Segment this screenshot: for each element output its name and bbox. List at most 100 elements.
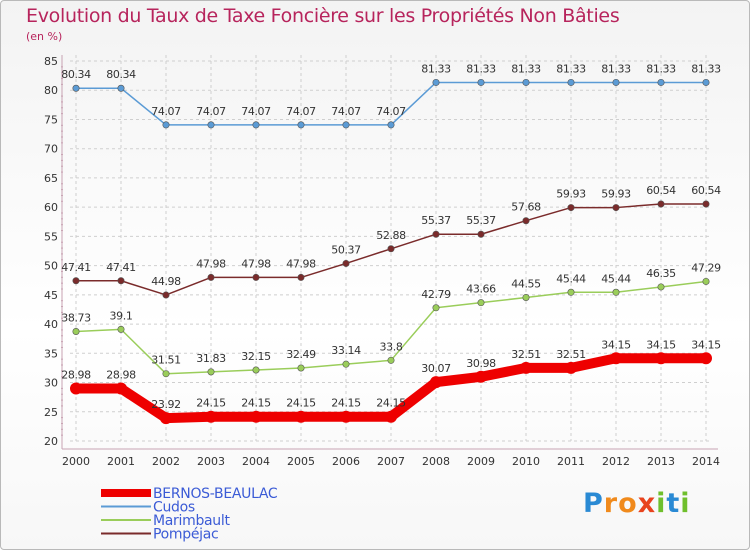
- data-point: [432, 304, 440, 312]
- axes: 20 25 30 35 40 45 50 55 60 65 70 75 80 85 2000 2001 2002…: [44, 55, 720, 468]
- data-point: [477, 299, 485, 307]
- data-label: 34.15: [691, 338, 721, 351]
- data-label: 74.07: [151, 105, 181, 118]
- data-label: 28.98: [106, 369, 136, 382]
- data-point: [655, 352, 667, 365]
- data-point: [207, 121, 215, 129]
- series-2: [72, 277, 710, 378]
- x-tick-label: 2002: [152, 455, 180, 468]
- y-tick-label: 30: [44, 377, 58, 390]
- data-label: 81.33: [691, 62, 721, 75]
- data-label: 34.15: [601, 338, 631, 351]
- data-point: [297, 364, 305, 372]
- data-point: [117, 325, 125, 333]
- data-point: [160, 412, 172, 425]
- data-label: 24.15: [286, 397, 316, 410]
- x-tick-label: 2008: [422, 455, 450, 468]
- data-point: [385, 410, 397, 423]
- data-label: 50.37: [331, 243, 361, 256]
- series: [70, 78, 712, 425]
- data-label: 80.34: [106, 68, 136, 81]
- data-label: 47.41: [61, 261, 91, 274]
- data-label: 81.33: [601, 62, 631, 75]
- legend-label: BERNOS-BEAULAC: [153, 486, 278, 502]
- x-tick-label: 2000: [62, 455, 90, 468]
- data-point: [702, 200, 710, 208]
- x-tick-label: 2012: [602, 455, 630, 468]
- data-label: 28.98: [61, 369, 91, 382]
- data-label: 59.93: [556, 188, 586, 201]
- y-tick-label: 40: [44, 318, 58, 331]
- data-label: 81.33: [646, 62, 676, 75]
- data-point: [657, 78, 665, 86]
- data-point: [252, 121, 260, 129]
- data-label: 33.8: [380, 340, 403, 353]
- data-labels: 28.98 28.98 23.92 24.15 24.15 24.15 24.15 24.15…: [61, 62, 721, 411]
- y-tick-label: 60: [44, 201, 58, 214]
- data-point: [432, 78, 440, 86]
- data-label: 47.98: [241, 257, 271, 270]
- x-tick-label: 2011: [557, 455, 585, 468]
- data-label: 32.49: [286, 348, 316, 361]
- x-tick-label: 2007: [377, 455, 405, 468]
- x-tick-label: 2006: [332, 455, 360, 468]
- legend-label: Pompéjac: [153, 527, 218, 543]
- data-point: [205, 410, 217, 423]
- y-tick-label: 80: [44, 84, 58, 97]
- data-point: [342, 259, 350, 267]
- data-point: [72, 328, 80, 336]
- grid: [70, 55, 712, 442]
- data-label: 47.98: [196, 257, 226, 270]
- data-point: [567, 288, 575, 296]
- data-point: [117, 277, 125, 285]
- data-label: 23.92: [151, 398, 181, 411]
- data-point: [162, 370, 170, 378]
- data-point: [70, 382, 82, 395]
- data-label: 31.83: [196, 352, 226, 365]
- legend-label: Cudos: [153, 500, 195, 516]
- data-point: [522, 293, 530, 301]
- data-label: 44.98: [151, 275, 181, 288]
- chart-title: Evolution du Taux de Taxe Foncière sur l…: [26, 5, 620, 27]
- data-label: 74.07: [286, 105, 316, 118]
- data-point: [477, 78, 485, 86]
- data-point: [430, 376, 442, 389]
- data-label: 81.33: [421, 62, 451, 75]
- data-point: [162, 121, 170, 129]
- data-point: [340, 410, 352, 423]
- data-point: [387, 121, 395, 129]
- data-point: [475, 370, 487, 383]
- data-point: [387, 356, 395, 364]
- y-tick-label: 50: [44, 260, 58, 273]
- data-point: [702, 78, 710, 86]
- y-tick-label: 35: [44, 347, 58, 360]
- y-tick-label: 70: [44, 143, 58, 156]
- data-label: 31.51: [151, 354, 181, 367]
- y-tick-label: 45: [44, 289, 58, 302]
- data-label: 46.35: [646, 267, 676, 280]
- y-tick-label: 85: [44, 55, 58, 68]
- data-point: [252, 273, 260, 281]
- data-label: 44.55: [511, 277, 541, 290]
- data-label: 47.41: [106, 261, 136, 274]
- data-point: [702, 277, 710, 285]
- data-label: 32.51: [511, 348, 541, 361]
- data-label: 81.33: [511, 62, 541, 75]
- x-tick-label: 2003: [197, 455, 225, 468]
- data-point: [612, 288, 620, 296]
- data-label: 60.54: [646, 184, 676, 197]
- data-label: 59.93: [601, 188, 631, 201]
- y-tick-label: 75: [44, 113, 58, 126]
- data-point: [250, 410, 262, 423]
- series-0: [70, 352, 712, 425]
- data-label: 43.66: [466, 283, 496, 296]
- x-tick-label: 2014: [692, 455, 720, 468]
- data-point: [522, 217, 530, 225]
- x-tick-label: 2005: [287, 455, 315, 468]
- y-tick-label: 25: [44, 406, 58, 419]
- data-label: 32.51: [556, 348, 586, 361]
- data-label: 81.33: [466, 62, 496, 75]
- y-tick-label: 55: [44, 230, 58, 243]
- data-point: [207, 273, 215, 281]
